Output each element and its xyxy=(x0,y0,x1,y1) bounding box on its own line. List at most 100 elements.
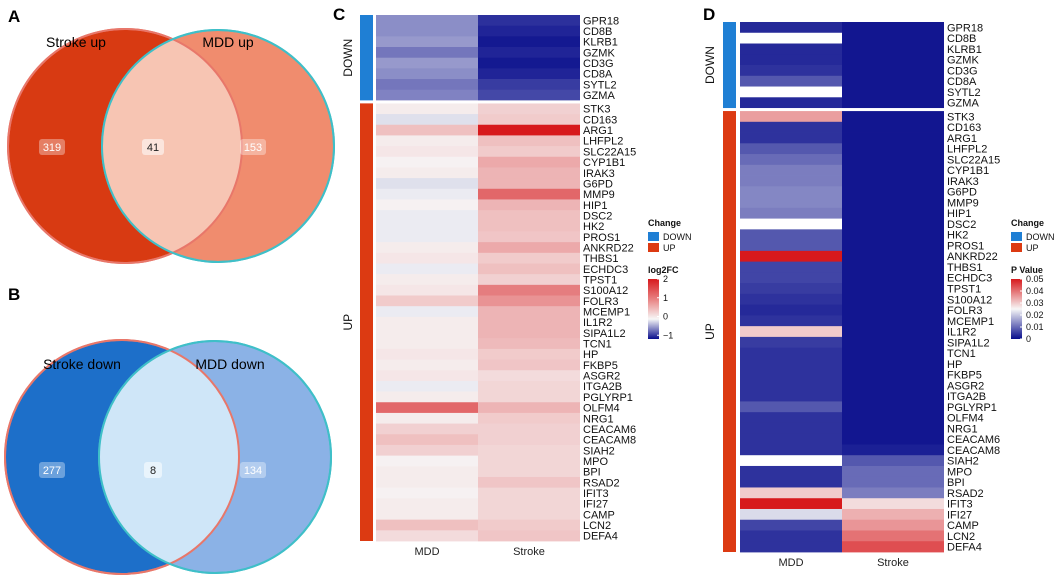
cell-mdd-mcemp1 xyxy=(376,306,478,318)
gene-label-ifit3: IFIT3 xyxy=(947,499,973,511)
cell-mdd-defa4 xyxy=(376,530,478,542)
cell-mdd-tcn1 xyxy=(376,338,478,350)
cell-stroke-cd8a xyxy=(842,75,944,87)
cell-stroke-itga2b xyxy=(842,390,944,402)
gene-label-lcn2: LCN2 xyxy=(583,520,611,532)
cell-mdd-hip1 xyxy=(376,199,478,211)
gene-label-bpi: BPI xyxy=(583,467,601,479)
group-label-down: DOWN xyxy=(341,39,355,77)
legend-scale-title: log2FC xyxy=(648,265,679,275)
cell-stroke-cd163 xyxy=(478,114,580,126)
cell-mdd-lhfpl2 xyxy=(376,135,478,147)
gene-label-mpo: MPO xyxy=(947,466,973,478)
cell-stroke-camp xyxy=(478,508,580,521)
cell-mdd-ceacam6 xyxy=(740,433,842,445)
cell-stroke-slc22a15 xyxy=(842,154,944,166)
gene-label-gzmk: GZMK xyxy=(947,55,979,67)
venn-up: Stroke up MDD up 319 41 153 xyxy=(7,28,335,264)
cell-stroke-ifit3 xyxy=(478,487,580,499)
cell-stroke-s100a12 xyxy=(478,284,580,296)
cell-stroke-asgr2 xyxy=(842,379,944,392)
cell-mdd-gzma xyxy=(740,97,842,109)
cell-mdd-cd8b xyxy=(376,25,478,37)
gene-label-pglyrp1: PGLYRP1 xyxy=(583,392,633,404)
legend-tick-label: 0.01 xyxy=(1026,322,1044,332)
cell-stroke-mpo xyxy=(842,465,944,478)
gene-label-ifit3: IFIT3 xyxy=(583,488,609,500)
cell-mdd-rsad2 xyxy=(376,476,478,489)
gene-label-folr3: FOLR3 xyxy=(947,305,982,317)
cell-stroke-bpi xyxy=(478,466,580,478)
gene-label-stk3: STK3 xyxy=(947,111,975,123)
heatmap-c: DOWN UP GPR18CD8BKLRB1GZMKCD3GCD8ASYTL2GZM… xyxy=(341,15,636,558)
cell-stroke-itga2b xyxy=(478,380,580,392)
cell-mdd-gzma xyxy=(376,89,478,101)
gene-label-olfm4: OLFM4 xyxy=(583,403,620,415)
cell-stroke-folr3 xyxy=(478,295,580,307)
gene-label-hp: HP xyxy=(947,359,962,371)
cell-mdd-tcn1 xyxy=(740,347,842,359)
legend-change-title: Change xyxy=(1011,218,1044,228)
gene-label-mmp9: MMP9 xyxy=(947,197,979,209)
legend-down-swatch xyxy=(1011,232,1022,241)
cell-mdd-stk3 xyxy=(740,111,842,123)
gene-label-hp: HP xyxy=(583,349,598,361)
cell-stroke-stk3 xyxy=(842,111,944,123)
column-label-mdd: MDD xyxy=(778,557,803,569)
legend-tick-label: 0.03 xyxy=(1026,298,1044,308)
cell-mdd-ankrd22 xyxy=(740,250,842,263)
cell-mdd-itga2b xyxy=(740,390,842,402)
cell-mdd-thbs1 xyxy=(740,261,842,273)
heatmap-d: DOWN UP GPR18CD8BKLRB1GZMKCD3GCD8ASYTL2GZM… xyxy=(703,22,1000,569)
gene-label-hk2: HK2 xyxy=(583,221,604,233)
cell-mdd-lcn2 xyxy=(740,530,842,542)
cell-stroke-mpo xyxy=(478,455,580,467)
gene-label-itga2b: ITGA2B xyxy=(947,391,986,403)
vu-left-outline xyxy=(7,28,243,264)
gene-label-defa4: DEFA4 xyxy=(947,542,982,554)
gene-label-gzmk: GZMK xyxy=(583,47,615,59)
gene-label-rsad2: RSAD2 xyxy=(583,477,620,489)
gene-label-mcemp1: MCEMP1 xyxy=(947,316,994,328)
gene-label-siah2: SIAH2 xyxy=(583,445,615,457)
cell-stroke-gzma xyxy=(842,97,944,109)
cell-stroke-ceacam8 xyxy=(842,444,944,456)
vu-right-outline xyxy=(101,29,335,263)
cell-stroke-dsc2 xyxy=(478,210,580,222)
cell-stroke-ifit3 xyxy=(842,498,944,510)
cell-stroke-stk3 xyxy=(478,103,580,115)
cell-mdd-cd8b xyxy=(740,32,842,44)
cell-stroke-nrg1 xyxy=(478,412,580,424)
cell-mdd-folr3 xyxy=(376,295,478,307)
cell-stroke-mcemp1 xyxy=(478,306,580,318)
cell-mdd-arg1 xyxy=(376,124,478,136)
cell-stroke-cd8b xyxy=(842,32,944,44)
cell-mdd-echdc3 xyxy=(376,263,478,275)
cell-stroke-thbs1 xyxy=(478,252,580,264)
cell-mdd-nrg1 xyxy=(740,422,842,435)
gene-label-thbs1: THBS1 xyxy=(947,262,982,274)
cell-stroke-gzmk xyxy=(478,47,580,59)
legend-scale-title: P Value xyxy=(1011,265,1043,275)
cell-mdd-ifi27 xyxy=(376,498,478,510)
gene-label-sytl2: SYTL2 xyxy=(947,87,981,99)
cell-mdd-tpst1 xyxy=(740,283,842,295)
panel-label-a: A xyxy=(8,7,20,26)
cell-stroke-olfm4 xyxy=(842,412,944,424)
venn-down-overlap-count-box xyxy=(144,462,162,478)
cell-mdd-g6pd xyxy=(376,178,478,190)
legend-up-label: UP xyxy=(663,243,676,253)
cell-stroke-sytl2 xyxy=(842,86,944,98)
legend-down-label: DOWN xyxy=(663,232,692,242)
group-bar-up xyxy=(360,103,373,541)
cell-mdd-nrg1 xyxy=(376,412,478,424)
gene-label-camp: CAMP xyxy=(947,520,979,532)
group-divider xyxy=(376,100,580,104)
column-label-stroke: Stroke xyxy=(877,557,909,569)
cell-stroke-mcemp1 xyxy=(842,315,944,327)
cell-mdd-s100a12 xyxy=(376,284,478,296)
cell-mdd-rsad2 xyxy=(740,487,842,499)
venn-down-left-count-box xyxy=(39,462,65,478)
cell-mdd-thbs1 xyxy=(376,252,478,264)
